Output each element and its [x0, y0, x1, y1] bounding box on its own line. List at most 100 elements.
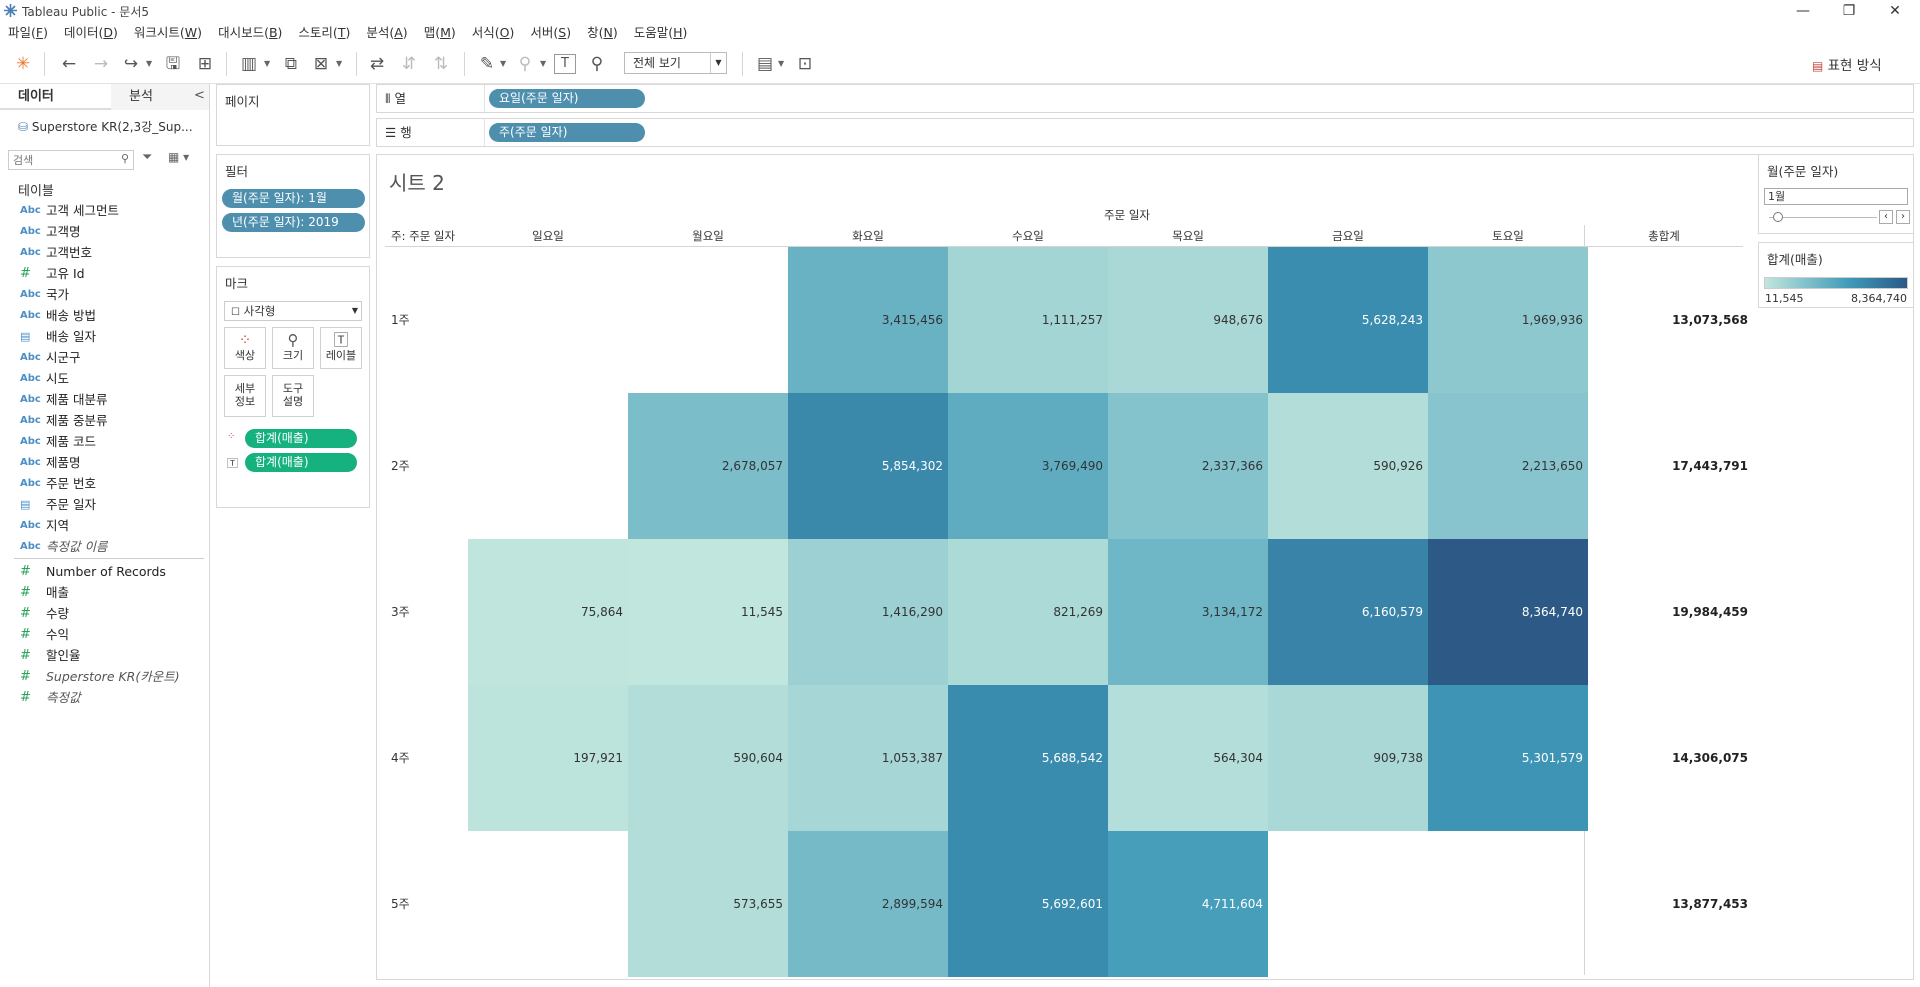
field-item[interactable]: Abc 국가: [0, 284, 208, 305]
column-header[interactable]: 일요일: [532, 229, 564, 243]
field-item[interactable]: Abc 측정값 이름: [0, 536, 208, 557]
menu-item[interactable]: 서버(S): [522, 22, 579, 44]
datasource-item[interactable]: ⛁ Superstore KR(2,3강_Sup...: [18, 118, 208, 138]
filters-card[interactable]: 필터 월(주문 일자): 1월 년(주문 일자): 2019: [216, 154, 370, 258]
new-worksheet-icon[interactable]: ▥: [240, 54, 258, 74]
heatmap-cell[interactable]: 6,160,579: [1268, 539, 1428, 685]
tableau-home-icon[interactable]: ✳: [15, 54, 31, 74]
color-mark-pill[interactable]: 합계(매출): [245, 429, 357, 448]
group-members-icon[interactable]: ⚲: [518, 54, 532, 74]
redo-icon[interactable]: →: [93, 54, 109, 74]
highlight-icon[interactable]: ✎: [479, 54, 495, 74]
size-button[interactable]: ⚲ 크기: [272, 327, 314, 369]
measure-item[interactable]: # 매출: [0, 582, 208, 603]
heatmap-cell[interactable]: 564,304: [1108, 685, 1268, 831]
menu-item[interactable]: 도움말(H): [626, 22, 696, 44]
minimize-button[interactable]: —: [1796, 3, 1810, 19]
search-field[interactable]: [9, 151, 109, 169]
filter-icon[interactable]: ⏷: [142, 150, 153, 165]
rows-pill[interactable]: 주(주문 일자): [489, 123, 645, 142]
tooltip-button[interactable]: 도구 설명: [272, 375, 314, 417]
slider-handle[interactable]: [1773, 212, 1783, 222]
view-options-icon[interactable]: ▦ ▾: [168, 150, 190, 164]
previous-icon[interactable]: ‹: [1879, 210, 1893, 224]
heatmap-cell[interactable]: 1,416,290: [788, 539, 948, 685]
collapse-icon[interactable]: <: [194, 88, 205, 103]
chevron-down-icon[interactable]: ▼: [336, 59, 343, 68]
show-me-button[interactable]: ▤ 표현 방식: [1812, 54, 1882, 74]
fix-axes-icon[interactable]: ⚲: [590, 54, 604, 74]
field-item[interactable]: Abc 제품 코드: [0, 431, 208, 452]
field-item[interactable]: Abc 배송 방법: [0, 305, 208, 326]
menu-item[interactable]: 워크시트(W): [126, 22, 210, 44]
maximize-button[interactable]: ❐: [1842, 3, 1856, 19]
heatmap-cell[interactable]: 3,415,456: [788, 247, 948, 393]
chevron-down-icon[interactable]: ▼: [778, 59, 785, 68]
field-item[interactable]: Abc 시군구: [0, 347, 208, 368]
field-item[interactable]: # 고유 Id: [0, 263, 208, 284]
heatmap-cell[interactable]: 5,628,243: [1268, 247, 1428, 393]
menu-item[interactable]: 대시보드(B): [210, 22, 290, 44]
heatmap-cell[interactable]: 2,899,594: [788, 831, 948, 977]
row-header[interactable]: 5주: [391, 897, 410, 911]
column-header[interactable]: 화요일: [852, 229, 884, 243]
menu-item[interactable]: 서식(O): [464, 22, 523, 44]
heatmap-cell[interactable]: 821,269: [948, 539, 1108, 685]
column-header[interactable]: 월요일: [692, 229, 724, 243]
grand-total-cell[interactable]: 17,443,791: [1672, 459, 1748, 473]
field-item[interactable]: Abc 고객명: [0, 221, 208, 242]
sort-ascending-icon[interactable]: ⇵: [401, 54, 417, 74]
heatmap-cell[interactable]: 909,738: [1268, 685, 1428, 831]
field-item[interactable]: Abc 제품명: [0, 452, 208, 473]
columns-shelf[interactable]: ⦀ 열 요일(주문 일자): [376, 84, 1914, 113]
column-header[interactable]: 수요일: [1012, 229, 1044, 243]
mark-type-dropdown[interactable]: ☐ 사각형 ▼: [224, 301, 362, 321]
column-header[interactable]: 토요일: [1492, 229, 1524, 243]
row-header[interactable]: 4주: [391, 751, 410, 765]
chevron-down-icon[interactable]: ▼: [146, 59, 153, 68]
grand-total-cell[interactable]: 13,073,568: [1672, 313, 1748, 327]
row-header[interactable]: 2주: [391, 459, 410, 473]
measure-item[interactable]: # 수량: [0, 603, 208, 624]
heatmap-cell[interactable]: 11,545: [628, 539, 788, 685]
heatmap-cell[interactable]: 573,655: [628, 831, 788, 977]
field-item[interactable]: Abc 제품 대분류: [0, 389, 208, 410]
field-item[interactable]: Abc 고객 세그먼트: [0, 200, 208, 221]
clear-sheet-icon[interactable]: ⊠: [313, 54, 329, 74]
heatmap-cell[interactable]: 4,711,604: [1108, 831, 1268, 977]
heatmap-cell[interactable]: 2,213,650: [1428, 393, 1588, 539]
detail-button[interactable]: 세부 정보: [224, 375, 266, 417]
field-item[interactable]: Abc 제품 중분류: [0, 410, 208, 431]
heatmap-cell[interactable]: 5,854,302: [788, 393, 948, 539]
slider-track[interactable]: [1769, 217, 1877, 218]
menu-item[interactable]: 파일(F): [0, 22, 56, 44]
measure-item[interactable]: # 측정값: [0, 687, 208, 708]
fit-dropdown[interactable]: 전체 보기 ▼: [624, 52, 727, 74]
grand-total-cell[interactable]: 13,877,453: [1672, 897, 1748, 911]
next-icon[interactable]: ›: [1896, 210, 1910, 224]
pages-card[interactable]: 페이지: [216, 84, 370, 146]
replay-icon[interactable]: ↪: [123, 54, 139, 74]
heatmap-cell[interactable]: 5,688,542: [948, 685, 1108, 831]
column-header[interactable]: 목요일: [1172, 229, 1204, 243]
field-item[interactable]: Abc 시도: [0, 368, 208, 389]
measure-item[interactable]: # 수익: [0, 624, 208, 645]
heatmap-cell[interactable]: 75,864: [468, 539, 628, 685]
heatmap-cell[interactable]: 2,678,057: [628, 393, 788, 539]
heatmap-cell[interactable]: 8,364,740: [1428, 539, 1588, 685]
menu-item[interactable]: 스토리(T): [290, 22, 358, 44]
new-datasource-icon[interactable]: ⊞: [197, 54, 213, 74]
filter-pill-year[interactable]: 년(주문 일자): 2019: [222, 213, 365, 232]
field-item[interactable]: ▤ 주문 일자: [0, 494, 208, 515]
heatmap-cell[interactable]: 3,134,172: [1108, 539, 1268, 685]
measure-item[interactable]: # Superstore KR(카운트): [0, 666, 208, 687]
measure-item[interactable]: # Number of Records: [0, 561, 208, 582]
menu-item[interactable]: 창(N): [579, 22, 626, 44]
field-item[interactable]: Abc 주문 번호: [0, 473, 208, 494]
heatmap-cell[interactable]: 1,111,257: [948, 247, 1108, 393]
heatmap-cell[interactable]: 948,676: [1108, 247, 1268, 393]
measure-item[interactable]: # 할인율: [0, 645, 208, 666]
row-header[interactable]: 3주: [391, 605, 410, 619]
grand-total-cell[interactable]: 19,984,459: [1672, 605, 1748, 619]
close-button[interactable]: ✕: [1889, 3, 1901, 19]
